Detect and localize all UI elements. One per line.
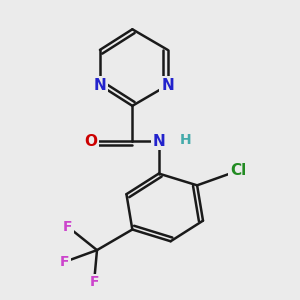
Text: N: N xyxy=(94,78,106,93)
Text: H: H xyxy=(179,133,191,147)
Text: N: N xyxy=(161,78,174,93)
Text: Cl: Cl xyxy=(230,163,247,178)
Text: F: F xyxy=(60,255,69,269)
Text: F: F xyxy=(89,275,99,290)
Text: N: N xyxy=(152,134,165,149)
Text: O: O xyxy=(85,134,98,149)
Text: F: F xyxy=(63,220,72,234)
